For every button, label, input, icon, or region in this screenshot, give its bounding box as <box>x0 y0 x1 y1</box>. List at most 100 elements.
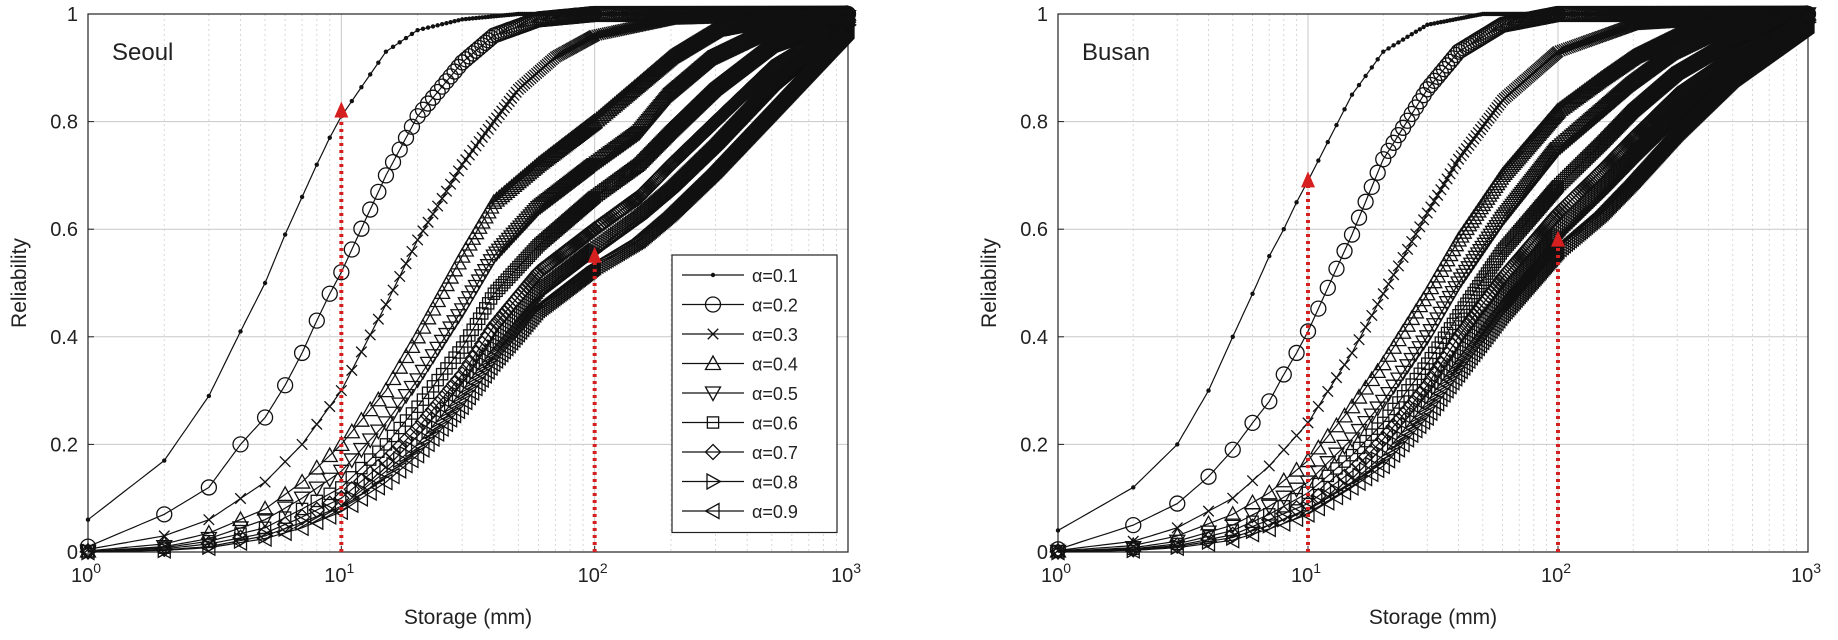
data-point <box>383 49 389 54</box>
data-point <box>430 24 436 29</box>
data-point <box>276 377 294 394</box>
data-point <box>431 200 444 212</box>
data-point <box>467 16 472 21</box>
data-point <box>234 492 247 505</box>
data-point <box>327 135 332 140</box>
data-point <box>299 194 305 200</box>
data-point <box>444 20 449 26</box>
x-tick-exponent: 1 <box>347 560 355 576</box>
data-point <box>403 118 421 135</box>
data-point <box>463 16 469 22</box>
data-point <box>448 171 461 184</box>
y-tick-label: 0.6 <box>50 219 78 241</box>
y-axis-label: Reliability <box>8 238 31 328</box>
data-point <box>409 31 415 37</box>
data-point <box>436 192 448 205</box>
data-point <box>156 506 173 523</box>
data-point <box>314 162 319 167</box>
data-point <box>456 158 468 171</box>
data-point <box>473 15 479 21</box>
data-point <box>162 458 167 463</box>
data-point <box>394 270 406 283</box>
x-tick-exponent: 0 <box>93 560 101 576</box>
data-point <box>427 208 439 220</box>
data-point <box>367 72 373 77</box>
data-point <box>460 17 465 22</box>
data-point <box>424 89 442 106</box>
data-point <box>377 167 395 184</box>
data-point <box>380 298 392 311</box>
x-tick-label: 102 <box>578 560 608 587</box>
x-tick-base: 10 <box>71 565 93 587</box>
data-point <box>403 35 409 41</box>
x-tick-label: 101 <box>324 560 354 587</box>
data-point <box>296 438 308 451</box>
data-point <box>262 280 268 286</box>
data-point <box>362 201 379 218</box>
data-point <box>422 216 434 228</box>
data-point <box>452 19 457 24</box>
data-point <box>464 45 481 62</box>
y-tick-label: 0.8 <box>50 112 78 134</box>
data-point <box>293 344 311 362</box>
data-point <box>353 220 370 237</box>
x-tick-label: 103 <box>831 560 861 587</box>
data-point <box>349 98 355 104</box>
data-point <box>259 476 271 488</box>
x-axis-label: Storage (mm) <box>404 606 532 629</box>
data-point <box>200 479 218 496</box>
data-point <box>419 95 437 112</box>
data-point <box>439 22 445 27</box>
data-point <box>232 436 249 453</box>
data-point <box>355 346 368 358</box>
data-point <box>415 27 420 33</box>
y-tick-label: 0 <box>67 542 78 564</box>
data-point <box>452 165 465 177</box>
data-point <box>387 284 399 296</box>
data-point <box>370 183 387 201</box>
data-point <box>438 73 455 90</box>
data-point <box>460 154 472 166</box>
data-point <box>256 500 274 516</box>
y-tick-label: 0.2 <box>50 434 78 456</box>
data-point <box>308 312 325 329</box>
x-tick-exponent: 2 <box>600 560 608 576</box>
data-point <box>85 517 91 522</box>
data-point <box>206 393 212 399</box>
data-point <box>470 16 475 21</box>
data-point <box>384 153 402 171</box>
data-point <box>282 232 288 237</box>
data-point <box>409 108 426 125</box>
data-point <box>321 285 338 302</box>
data-point <box>397 40 402 45</box>
data-point <box>440 185 453 197</box>
data-point <box>429 83 446 101</box>
x-tick-label: 100 <box>71 560 101 587</box>
data-point <box>203 514 215 526</box>
data-point <box>256 409 274 426</box>
data-point <box>448 19 453 25</box>
data-point <box>364 329 376 341</box>
data-point <box>400 257 412 270</box>
x-tick-base: 10 <box>831 565 853 587</box>
data-point <box>372 313 385 325</box>
data-point <box>444 178 457 190</box>
data-point <box>433 78 451 95</box>
data-point <box>420 26 426 32</box>
data-point <box>359 84 364 90</box>
x-tick-exponent: 3 <box>853 560 861 576</box>
data-point <box>406 245 418 258</box>
data-point <box>456 18 461 23</box>
y-tick-label: 1 <box>67 4 78 26</box>
data-point <box>414 101 432 118</box>
data-point <box>425 25 431 30</box>
data-point <box>435 23 440 28</box>
data-point <box>346 364 358 377</box>
x-tick-base: 10 <box>324 565 346 587</box>
data-point <box>411 234 424 246</box>
data-point <box>279 455 291 468</box>
data-point <box>417 225 429 237</box>
data-point <box>343 241 360 258</box>
